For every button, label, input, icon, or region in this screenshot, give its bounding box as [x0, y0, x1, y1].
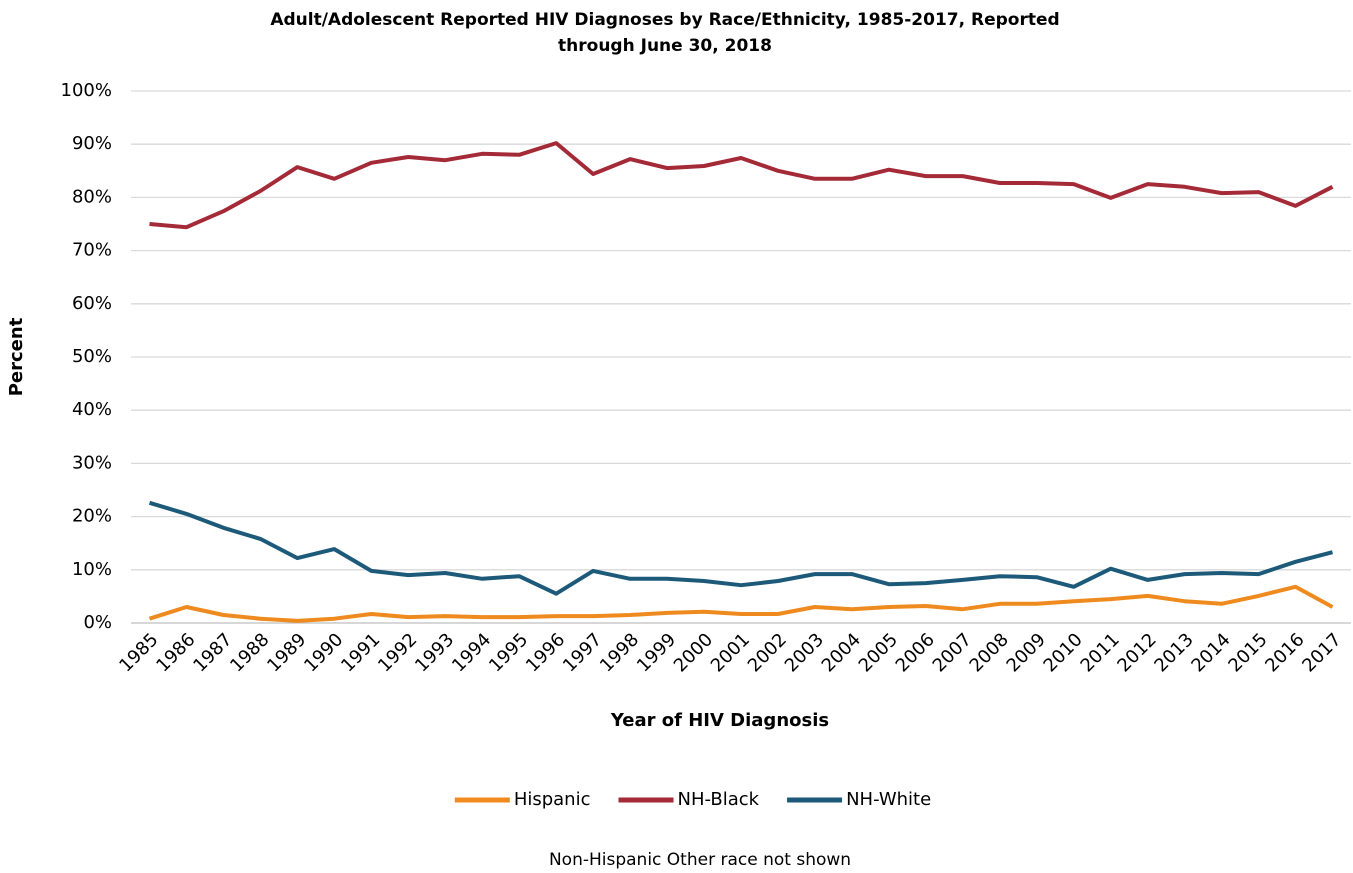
x-tick-label: 1996 [522, 629, 569, 676]
y-axis-label: Percent [6, 317, 27, 396]
chart-title: Adult/Adolescent Reported HIV Diagnoses … [270, 10, 1059, 30]
x-tick-label: 2017 [1298, 629, 1345, 676]
x-tick-label: 2000 [670, 629, 717, 676]
y-tick-label: 90% [72, 133, 112, 154]
x-tick-label: 2002 [744, 629, 791, 676]
x-tick-label: 2001 [707, 629, 754, 676]
legend-label: NH-Black [678, 789, 760, 810]
x-tick-label: 1991 [337, 629, 384, 676]
x-tick-label: 2014 [1187, 629, 1234, 676]
data-line [149, 141, 1334, 230]
x-tick-label: 2016 [1261, 629, 1308, 676]
x-tick-label: 2011 [1077, 629, 1124, 676]
chart-title: through June 30, 2018 [558, 36, 772, 56]
x-tick-label: 1998 [596, 629, 643, 676]
x-tick-label: 2006 [892, 629, 939, 676]
x-tick-label: 2009 [1003, 629, 1050, 676]
x-tick-label: 2013 [1150, 629, 1197, 676]
footnote: Non-Hispanic Other race not shown [549, 850, 851, 870]
x-tick-label: 1985 [115, 629, 162, 676]
y-tick-label: 10% [72, 559, 112, 580]
x-tick-label: 2005 [855, 629, 902, 676]
y-tick-label: 20% [72, 506, 112, 527]
x-tick-label: 1988 [226, 629, 273, 676]
x-tick-label: 1995 [485, 629, 532, 676]
x-tick-label: 2004 [818, 629, 865, 676]
x-tick-label: 1999 [633, 629, 680, 676]
legend-label: Hispanic [514, 789, 591, 810]
x-tick-label: 2012 [1113, 629, 1160, 676]
x-tick-label: 1989 [263, 629, 310, 676]
x-tick-label: 1993 [411, 629, 458, 676]
data-line [148, 584, 1334, 623]
y-tick-label: 40% [72, 399, 112, 420]
x-tick-label: 2007 [929, 629, 976, 676]
y-tick-label: 30% [72, 452, 112, 473]
x-tick-label: 2010 [1040, 629, 1087, 676]
y-tick-label: 50% [72, 346, 112, 367]
x-tick-label: 1994 [448, 629, 495, 676]
x-tick-label: 2008 [966, 629, 1013, 676]
y-tick-label: 100% [61, 80, 112, 101]
legend-label: NH-White [846, 789, 931, 810]
data-line [148, 500, 1334, 596]
y-tick-label: 80% [72, 186, 112, 207]
x-axis-label: Year of HIV Diagnosis [610, 710, 829, 731]
x-tick-label: 1990 [300, 629, 347, 676]
x-tick-label: 1992 [374, 629, 421, 676]
x-tick-label: 2015 [1224, 629, 1271, 676]
x-tick-label: 1986 [152, 629, 199, 676]
x-tick-label: 2003 [781, 629, 828, 676]
y-tick-label: 0% [83, 612, 112, 633]
x-tick-label: 1997 [559, 629, 606, 676]
y-tick-label: 60% [72, 293, 112, 314]
y-tick-label: 70% [72, 240, 112, 261]
x-tick-label: 1987 [189, 629, 236, 676]
